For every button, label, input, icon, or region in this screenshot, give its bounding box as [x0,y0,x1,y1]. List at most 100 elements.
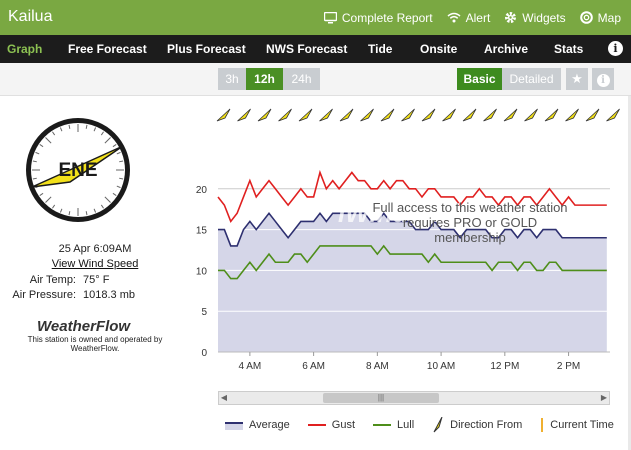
direction-arrow [585,108,600,122]
direction-arrow [360,108,374,122]
monitor-icon [323,11,337,23]
weatherflow-logo: WeatherFlow [37,318,131,335]
compass-tick [39,192,44,196]
compass-tick [119,160,124,163]
compass-tick [45,137,52,144]
gust-line [217,169,607,224]
compass-tick [35,151,40,155]
y-tick-label: 10 [196,266,208,277]
direction-arrow [483,108,497,122]
chart-scrollbar[interactable]: ◀ ||| ▶ [218,391,610,405]
header-links: Complete Report Alert Widgets Map [323,0,621,35]
x-tick-label: 2 PM [557,361,580,372]
nav-tide[interactable]: Tide [368,42,393,56]
station-title: Kailua [8,8,53,25]
compass-tick [68,211,71,216]
legend-direction-label: Direction From [450,419,523,431]
basic-mode-button[interactable]: Basic [457,68,502,90]
x-tick-label: 4 AM [238,361,261,372]
legend-lull[interactable]: Lull [373,419,414,431]
direction-arrow [257,108,272,122]
compass-tick [100,131,104,136]
compass-tick [104,137,111,144]
legend-lull-label: Lull [397,419,415,431]
scroll-left-arrow[interactable]: ◀ [220,393,228,402]
air-pressure-value: 1018.3 mb [83,289,135,301]
range-24h-button[interactable]: 24h [283,68,320,90]
info-button[interactable]: i [592,68,614,90]
widgets-link[interactable]: Widgets [504,10,566,25]
y-tick-label: 5 [201,307,207,318]
widgets-label: Widgets [522,10,566,25]
map-link[interactable]: Map [579,11,621,25]
star-icon[interactable]: ★ [566,68,588,90]
nav-plus-forecast[interactable]: Plus Forecast [167,42,246,56]
compass-tick [119,177,124,180]
compass-tick [100,204,104,209]
direction-arrow [298,108,313,122]
compass-tick [112,192,117,196]
nav-free-forecast[interactable]: Free Forecast [68,42,147,56]
wifi-icon [447,12,461,23]
direction-arrow [237,108,251,122]
watermark-logo: iWindsurf [338,198,460,228]
air-temp-label: Air Temp: [29,274,76,286]
legend-average-label: Average [249,419,290,431]
complete-report-link[interactable]: Complete Report [323,10,433,25]
x-tick-label: 8 AM [366,361,389,372]
complete-report-label: Complete Report [341,10,433,25]
nav-stats[interactable]: Stats [554,42,584,56]
nav-graph[interactable]: Graph [7,42,43,56]
compass-tick [45,196,52,203]
compass-icon: ENE [26,118,130,222]
compass-tick [116,151,121,155]
direction-arrow [216,108,231,122]
alert-link[interactable]: Alert [447,11,490,25]
range-12h-button[interactable]: 12h [246,68,283,90]
gear-icon [505,12,517,23]
y-tick-label: 15 [196,226,208,237]
compass-tick [93,127,97,132]
scroll-thumb[interactable]: ||| [323,393,439,403]
nav-archive[interactable]: Archive [484,42,529,56]
legend-direction[interactable]: Direction From [432,417,522,433]
chart-legend: Average Gust Lull Direction From Current… [225,417,614,433]
scroll-right-arrow[interactable]: ▶ [600,393,608,402]
nav-nws-forecast[interactable]: NWS Forecast [266,42,348,56]
compass-tick [116,185,121,189]
air-temp-value: 75° F [83,274,110,286]
info-icon[interactable]: i [608,41,623,56]
view-wind-speed-link[interactable]: View Wind Speed [51,258,139,270]
direction-arrow-icon [433,417,443,433]
direction-arrow [544,108,559,122]
overlay-message-line3: membership [434,230,506,245]
lifebuoy-icon [579,11,593,24]
header-bar: Kailua Complete Report Alert Widgets Map [0,0,631,35]
compass-tick [59,208,63,213]
legend-current-time[interactable]: Current Time [540,418,614,432]
range-3h-button[interactable]: 3h [218,68,246,90]
y-tick-label: 20 [196,185,208,196]
compass-tick [52,131,56,136]
detailed-mode-button[interactable]: Detailed [502,68,561,90]
compass-tick [52,204,56,209]
nav-onsite[interactable]: Onsite [420,42,458,56]
compass-tick [93,208,97,213]
legend-gust[interactable]: Gust [307,419,355,431]
direction-arrow [339,108,354,122]
direction-arrow [278,108,292,122]
lull-line [218,244,607,280]
overlay-message-line1: Full access to this weather station [372,200,567,215]
graph-toolbar: 3h 12h 24h Basic Detailed ★ i [0,63,631,96]
legend-average[interactable]: Average [225,419,290,431]
ownership-note: This station is owned and operated by We… [27,335,163,353]
compass-tick [39,144,44,148]
main-nav: Graph Free Forecast Plus Forecast NWS Fo… [0,35,631,63]
direction-arrow [462,108,477,122]
direction-arrow [380,108,395,122]
compass-tick [85,211,88,216]
x-tick-label: 12 PM [490,361,519,372]
air-pressure-label: Air Pressure: [12,289,76,301]
overlay-message-line2: requires PRO or GOLD [403,215,537,230]
